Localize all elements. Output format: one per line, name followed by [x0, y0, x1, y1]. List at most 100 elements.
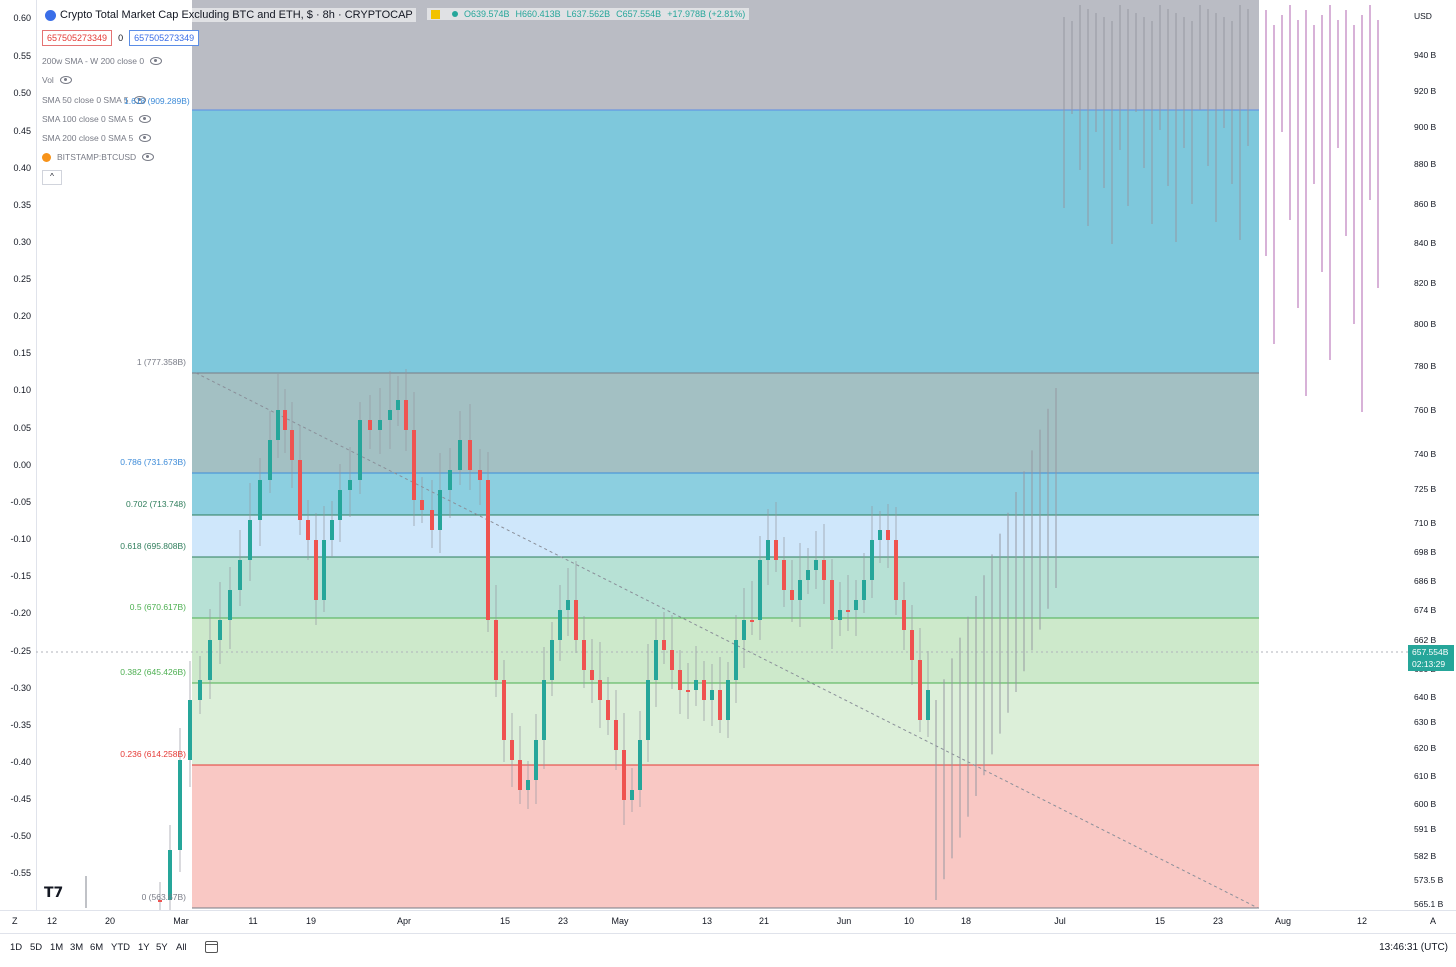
candle-body: [598, 680, 602, 700]
candle-body: [494, 620, 498, 680]
price-scale[interactable]: USD 940 B 920 B 900 B 880 B 860 B 840 B 820 B 8…: [1408, 0, 1456, 910]
timeframe-button-ytd[interactable]: YTD: [111, 942, 130, 953]
indicator-btcusd[interactable]: BITSTAMP:BTCUSD: [42, 152, 155, 162]
timeframe-button-1m[interactable]: 1M: [50, 942, 64, 953]
candle-body: [168, 850, 172, 900]
timeframe-button-5d[interactable]: 5D: [30, 942, 43, 953]
candle-body: [158, 900, 162, 902]
time-scale[interactable]: Z A 12 20 Mar 11 19 Apr 15 23 May 13 21 Jun 10 18 Jul 1…: [0, 910, 1456, 933]
input-value-b[interactable]: 657505273349: [129, 30, 200, 46]
price-tick-label: 760 B: [1414, 405, 1437, 415]
last-price-tag: 657.554B 02:13:29: [1408, 645, 1454, 671]
left-scale[interactable]: 0.60 0.55 0.50 0.45 0.40 0.35 0.30 0.25 0.20 0.15…: [0, 0, 37, 910]
candle-body: [910, 630, 914, 660]
candle-body: [718, 690, 722, 720]
candle-body: [830, 580, 834, 620]
tradingview-logo[interactable]: T7: [44, 885, 64, 901]
indicator-sma-100[interactable]: SMA 100 close 0 SMA 5: [42, 114, 152, 124]
last-price: 657.554B: [1412, 647, 1449, 657]
candle-body: [276, 410, 280, 440]
calendar-icon[interactable]: [205, 941, 218, 953]
price-tick-label: 725 B: [1414, 484, 1437, 494]
left-tick-label: -0.20: [10, 608, 31, 618]
utc-clock[interactable]: 13:46:31 (UTC): [1379, 942, 1448, 953]
price-tick-label: 900 B: [1414, 122, 1437, 132]
time-tick-label: 19: [305, 916, 317, 926]
left-tick-label: -0.45: [10, 794, 31, 804]
bottom-toolbar: 13:46:31 (UTC) 1D 5D 1M 3M 6M YTD 1Y 5Y All: [0, 933, 1456, 964]
candle-body: [412, 430, 416, 500]
candle-body: [566, 600, 570, 610]
candle-body: [486, 480, 490, 620]
candle-body: [798, 580, 802, 600]
timeframe-button-1y[interactable]: 1Y: [138, 942, 150, 953]
eye-icon[interactable]: [142, 153, 155, 161]
collapse-legend-button[interactable]: ^: [42, 170, 62, 185]
log-scale-toggle[interactable]: Z: [12, 916, 18, 926]
indicator-vol[interactable]: Vol: [42, 75, 72, 85]
left-tick-label: 0.15: [13, 348, 31, 358]
candle-body: [238, 560, 242, 590]
left-tick-label: 0.30: [13, 237, 31, 247]
candle-body: [208, 640, 212, 680]
time-tick-label: 10: [903, 916, 915, 926]
candle-body: [322, 540, 326, 600]
bar-countdown: 02:13:29: [1412, 659, 1446, 669]
symbol-title[interactable]: Crypto Total Market Cap Excluding BTC an…: [60, 9, 413, 21]
price-tick-label: 591 B: [1414, 824, 1437, 834]
candle-body: [790, 590, 794, 600]
time-tick-label: Aug: [1274, 916, 1292, 926]
fib-level-label: 0.786 (731.673B): [120, 457, 186, 467]
candle-body: [198, 680, 202, 700]
eye-icon[interactable]: [59, 76, 72, 84]
indicator-sma-200[interactable]: SMA 200 close 0 SMA 5: [42, 133, 152, 143]
candle-body: [590, 670, 594, 680]
timeframe-button-1d[interactable]: 1D: [10, 942, 23, 953]
eye-icon[interactable]: [139, 134, 152, 142]
left-tick-label: 0.50: [13, 88, 31, 98]
flag-icon[interactable]: [431, 9, 440, 19]
indicator-label: BITSTAMP:BTCUSD: [57, 152, 137, 162]
left-tick-label: -0.25: [10, 646, 31, 656]
candle-body: [622, 750, 626, 800]
timeframe-button-5y[interactable]: 5Y: [156, 942, 168, 953]
candle-body: [806, 570, 810, 580]
candle-body: [478, 470, 482, 480]
eye-icon[interactable]: [134, 96, 147, 104]
candle-body: [248, 520, 252, 560]
time-tick-label: 15: [499, 916, 511, 926]
price-tick-label: 740 B: [1414, 449, 1437, 459]
price-tick-label: 610 B: [1414, 771, 1437, 781]
candle-body: [526, 780, 530, 790]
price-tick-label: 582 B: [1414, 851, 1437, 861]
indicator-200w-sma[interactable]: 200w SMA - W 200 close 0: [42, 56, 163, 66]
input-value-a[interactable]: 657505273349: [42, 30, 113, 46]
candle-body: [846, 610, 850, 612]
candle-body: [314, 540, 318, 600]
candle-body: [926, 690, 930, 720]
left-tick-label: 0.35: [13, 200, 31, 210]
candle-body: [368, 420, 372, 430]
auto-scale-toggle[interactable]: A: [1430, 916, 1437, 926]
timeframe-button-all[interactable]: All: [176, 942, 187, 953]
price-tick-label: 920 B: [1414, 86, 1437, 96]
eye-icon[interactable]: [139, 115, 152, 123]
time-tick-label: Mar: [173, 916, 189, 926]
timeframe-button-3m[interactable]: 3M: [70, 942, 84, 953]
candle-body: [694, 680, 698, 690]
price-chart[interactable]: [36, 0, 1408, 910]
candle-body: [228, 590, 232, 620]
candle-body: [766, 540, 770, 560]
indicator-sma-50[interactable]: SMA 50 close 0 SMA 5: [42, 95, 147, 105]
candle-body: [606, 700, 610, 720]
price-tick-label: 840 B: [1414, 238, 1437, 248]
indicator-label: SMA 200 close 0 SMA 5: [42, 133, 134, 143]
timeframe-button-6m[interactable]: 6M: [90, 942, 104, 953]
price-tick-label: 780 B: [1414, 361, 1437, 371]
candle-body: [338, 490, 342, 520]
candle-body: [774, 540, 778, 560]
eye-icon[interactable]: [150, 57, 163, 65]
candle-body: [358, 420, 362, 480]
currency-label[interactable]: USD: [1414, 11, 1432, 21]
candle-body: [188, 700, 192, 760]
